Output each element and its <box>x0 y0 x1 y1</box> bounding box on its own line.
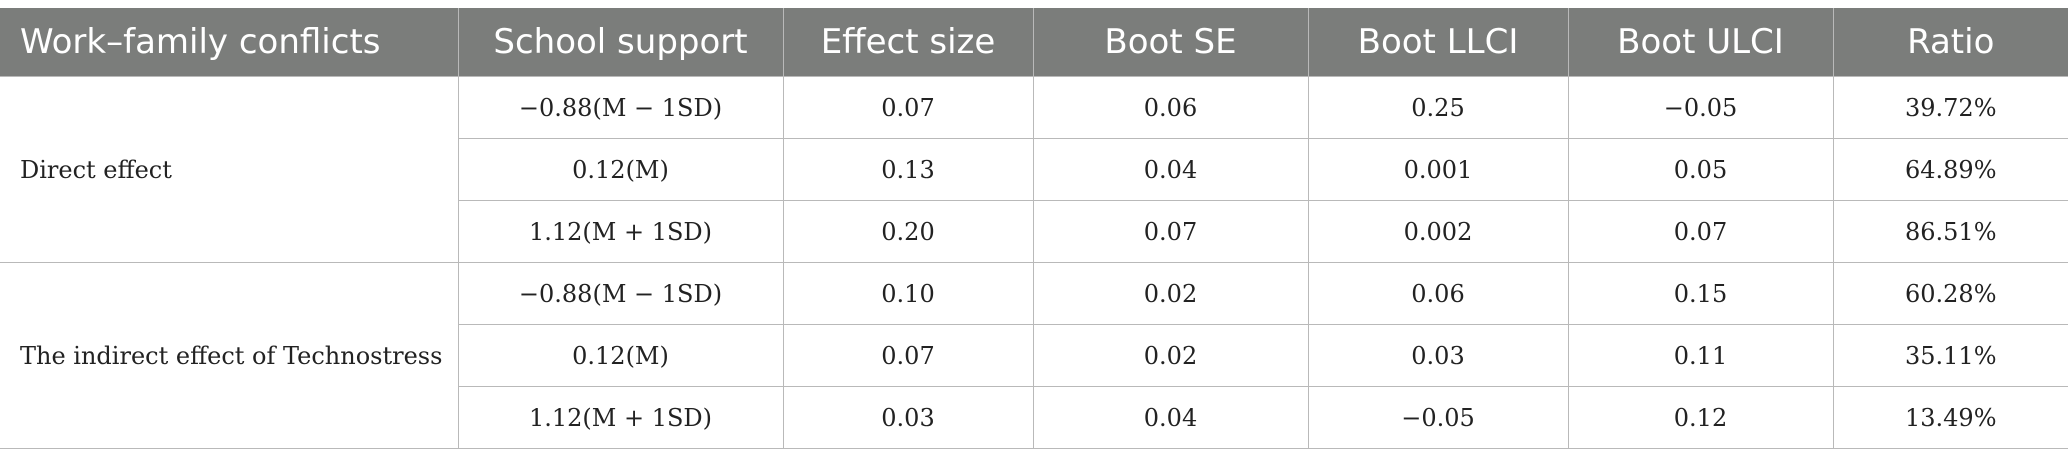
group-label-indirect-effect: The indirect effect of Technostress <box>0 262 459 449</box>
table-row: The indirect effect of Technostress −0.8… <box>0 262 2068 449</box>
cell-ratio: 35.11% <box>1832 324 2068 387</box>
cell-boot-llci: 0.06 <box>1307 262 1569 325</box>
cell-ratio: 64.89% <box>1832 138 2068 201</box>
cell-ratio: 60.28% <box>1832 262 2068 325</box>
cell-school-support: −0.88(M − 1SD) <box>457 262 784 325</box>
header-boot-ulci: Boot ULCI <box>1567 8 1833 77</box>
group-label-direct-effect: Direct effect <box>0 76 459 263</box>
cell-boot-ulci: 0.12 <box>1567 386 1834 449</box>
cell-school-support: 0.12(M) <box>457 138 784 201</box>
cell-boot-se: 0.07 <box>1032 200 1309 263</box>
table-row: 1.12(M + 1SD) 0.20 0.07 0.002 0.07 86.51… <box>0 200 2068 263</box>
cell-boot-ulci: −0.05 <box>1567 76 1834 139</box>
header-work-family-conflicts: Work–family conflicts <box>20 22 381 62</box>
cell-boot-se: 0.02 <box>1032 262 1309 325</box>
cell-effect-size: 0.07 <box>782 76 1034 139</box>
cell-boot-llci: 0.001 <box>1307 138 1569 201</box>
header-school-support: School support <box>457 8 783 77</box>
cell-school-support: −0.88(M − 1SD) <box>457 76 784 139</box>
header-effect-size: Effect size <box>782 8 1033 77</box>
cell-boot-se: 0.04 <box>1032 386 1309 449</box>
header-boot-se: Boot SE <box>1032 8 1308 77</box>
header-ratio: Ratio <box>1832 8 2068 77</box>
cell-boot-llci: −0.05 <box>1307 386 1569 449</box>
cell-ratio: 13.49% <box>1832 386 2068 449</box>
cell-boot-ulci: 0.07 <box>1567 200 1834 263</box>
cell-effect-size: 0.10 <box>782 262 1034 325</box>
cell-ratio: 39.72% <box>1832 76 2068 139</box>
table-row: 0.12(M) 0.07 0.02 0.03 0.11 35.11% <box>0 324 2068 387</box>
results-table: Work–family conflicts School support Eff… <box>0 8 2068 449</box>
cell-effect-size: 0.20 <box>782 200 1034 263</box>
results-table-container: Work–family conflicts School support Eff… <box>0 8 2068 449</box>
cell-boot-llci: 0.002 <box>1307 200 1569 263</box>
cell-effect-size: 0.13 <box>782 138 1034 201</box>
cell-boot-se: 0.04 <box>1032 138 1309 201</box>
header-row: Work–family conflicts School support Eff… <box>0 8 2068 77</box>
header-boot-llci: Boot LLCI <box>1307 8 1568 77</box>
cell-boot-se: 0.02 <box>1032 324 1309 387</box>
cell-school-support: 1.12(M + 1SD) <box>457 386 784 449</box>
cell-boot-ulci: 0.15 <box>1567 262 1834 325</box>
cell-boot-ulci: 0.11 <box>1567 324 1834 387</box>
cell-effect-size: 0.07 <box>782 324 1034 387</box>
cell-boot-llci: 0.03 <box>1307 324 1569 387</box>
cell-boot-ulci: 0.05 <box>1567 138 1834 201</box>
cell-ratio: 86.51% <box>1832 200 2068 263</box>
cell-boot-llci: 0.25 <box>1307 76 1569 139</box>
cell-school-support: 0.12(M) <box>457 324 784 387</box>
cell-school-support: 1.12(M + 1SD) <box>457 200 784 263</box>
cell-boot-se: 0.06 <box>1032 76 1309 139</box>
cell-effect-size: 0.03 <box>782 386 1034 449</box>
table-row: Direct effect −0.88(M − 1SD) 0.07 0.06 0… <box>0 76 2068 263</box>
table-row: 1.12(M + 1SD) 0.03 0.04 −0.05 0.12 13.49… <box>0 386 2068 449</box>
